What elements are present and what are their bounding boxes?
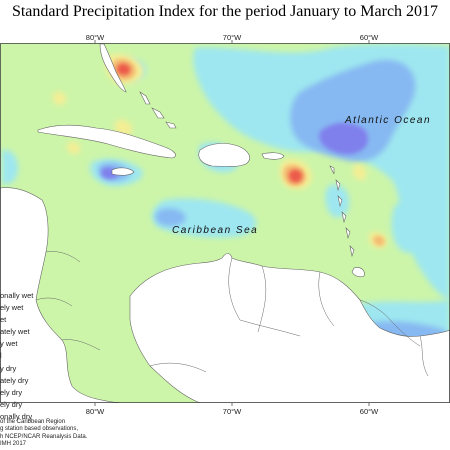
source-notes: of the Caribbean Region g station based … — [0, 419, 87, 449]
legend-item: y dry — [0, 363, 17, 373]
puerto-rico-island — [261, 152, 285, 160]
legend-item: ely wet — [0, 303, 24, 313]
atlantic-ocean-label: Atlantic Ocean — [344, 115, 431, 126]
legend-item: ately wet — [0, 327, 30, 337]
legend-item: ely dry — [0, 399, 23, 409]
bottom-tick-60w: 60°W — [360, 407, 379, 416]
bahamas-islands — [139, 91, 177, 129]
lesser-antilles — [329, 165, 355, 258]
jamaica-island — [111, 167, 135, 176]
note-line: h NCEP/NCAR Reanalysis Data. — [0, 433, 88, 440]
map-title: Standard Precipitation Index for the per… — [11, 3, 439, 20]
note-line: g station based observations, — [0, 426, 79, 433]
dry-strong-areas — [116, 63, 303, 183]
bottom-tick-70w: 70°W — [223, 407, 242, 416]
note-line: IMH 2017 — [0, 441, 27, 448]
graticule-ticks — [94, 40, 370, 406]
bottom-tick-80w: 80°W — [86, 407, 105, 416]
legend-item: ately dry — [0, 375, 29, 385]
spi-field — [0, 43, 450, 403]
legend: onally wet ely wet et ately wet y wet l … — [0, 290, 33, 423]
legend-item: y wet — [0, 339, 18, 349]
florida-peninsula — [99, 43, 127, 93]
caribbean-sea-label: Caribbean Sea — [172, 225, 258, 236]
top-tick-70w: 70°W — [223, 33, 242, 42]
note-line: of the Caribbean Region — [0, 419, 66, 425]
legend-item: l — [0, 351, 2, 361]
legend-item: onally dry — [0, 411, 33, 421]
country-borders — [35, 251, 429, 377]
legend-item: et — [0, 315, 7, 325]
top-tick-60w: 60°W — [360, 33, 379, 42]
island-outlines — [37, 43, 365, 278]
legend-item: onally wet — [0, 291, 34, 300]
hispaniola-island — [198, 143, 250, 167]
legend-item: ely dry — [0, 387, 23, 397]
top-tick-80w: 80°W — [86, 33, 105, 42]
trinidad-island — [351, 267, 365, 278]
cuba-island — [37, 124, 176, 159]
mainland-land — [0, 187, 450, 403]
